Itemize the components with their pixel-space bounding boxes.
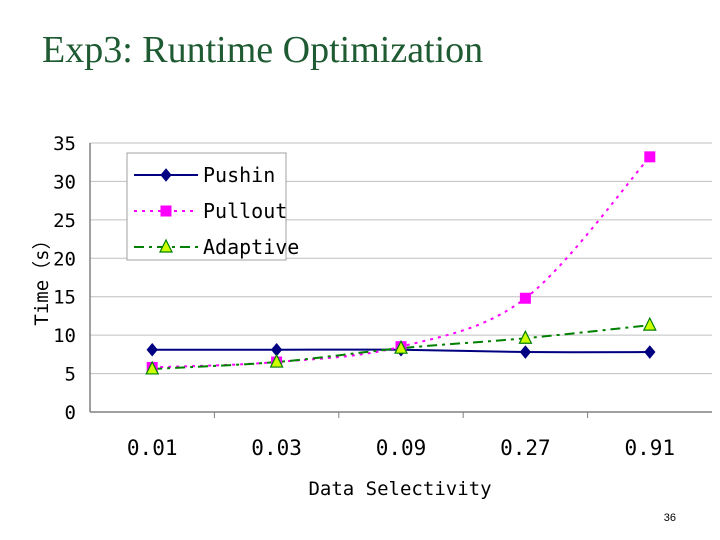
y-tick-label: 5	[65, 364, 76, 386]
legend-label-pushin: Pushin	[203, 163, 275, 187]
y-tick-label: 30	[53, 171, 76, 193]
data-point-pushin	[146, 342, 158, 357]
data-point-adaptive	[145, 360, 160, 375]
data-point-pullout	[644, 151, 656, 163]
x-axis-label: Data Selectivity	[308, 478, 491, 500]
x-tick-label: 0.27	[500, 436, 551, 460]
page-number: 36	[663, 512, 676, 524]
legend-label-adaptive: Adaptive	[203, 235, 299, 259]
data-point-adaptive	[394, 339, 408, 354]
y-tick-label: 25	[53, 210, 76, 232]
data-point-pullout	[519, 292, 531, 304]
legend-marker-adaptive	[159, 238, 173, 253]
data-point-pushin	[644, 345, 656, 359]
legend-box	[126, 152, 287, 261]
y-tick-labels: 0 5 10 15 20 25 30 35	[53, 133, 76, 424]
legend-marker-pullout	[160, 205, 172, 217]
series-markers	[145, 151, 657, 375]
x-tick-label: 0.03	[251, 436, 302, 460]
y-axis-label: Time（s）	[31, 230, 53, 325]
data-point-pushin	[519, 345, 532, 359]
y-tick-label: 15	[53, 287, 76, 309]
x-tick-label: 0.09	[376, 436, 427, 460]
x-tick-label: 0.91	[625, 436, 676, 460]
slide-title: Exp3: Runtime Optimization	[42, 29, 484, 71]
axes	[89, 143, 712, 418]
x-tick-labels: 0.01 0.03 0.09 0.27 0.91	[127, 436, 675, 460]
y-tick-label: 35	[53, 133, 76, 155]
y-tick-label: 10	[53, 325, 76, 347]
chart-legend: Pushin Pullout Adaptive	[126, 152, 299, 261]
legend-label-pullout: Pullout	[203, 199, 287, 223]
x-tick-label: 0.01	[127, 436, 178, 460]
data-point-adaptive	[642, 316, 657, 331]
series-line-adaptive	[152, 324, 650, 370]
data-point-adaptive	[269, 353, 284, 368]
legend-marker-pushin	[160, 168, 172, 182]
y-tick-label: 20	[53, 248, 76, 270]
data-point-adaptive	[518, 329, 533, 344]
y-tick-label: 0	[65, 402, 76, 424]
